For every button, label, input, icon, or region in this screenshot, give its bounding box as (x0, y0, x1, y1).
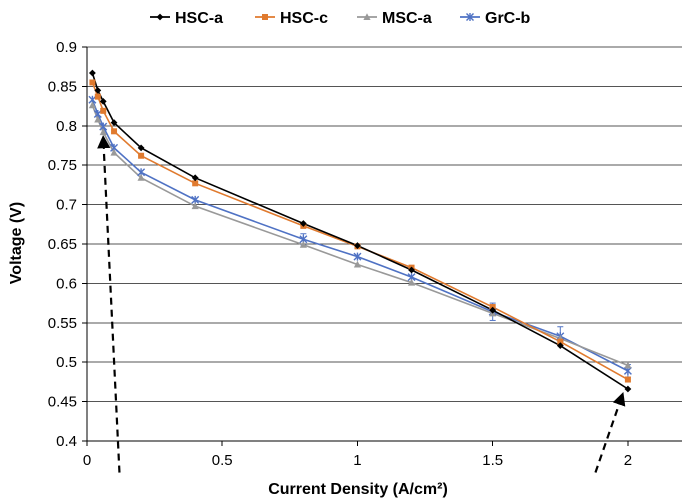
legend-label-hsc-c: HSC-c (280, 10, 328, 27)
point-msc-a (299, 240, 307, 248)
x-tick-label: 0.5 (212, 452, 233, 469)
point-hsc-c (557, 338, 564, 345)
legend: HSC-a HSC-c MSC-a GrC-b (150, 10, 531, 27)
y-tick-label: 0.75 (48, 157, 77, 174)
grid-lines (87, 46, 682, 442)
point-msc-a (191, 202, 199, 210)
y-tick-label: 0.45 (48, 394, 77, 411)
y-tick-label: 0.9 (56, 39, 77, 56)
point-hsc-c (94, 93, 101, 100)
annotation-arrow (97, 134, 121, 473)
x-axis-title: Current Density (A/cm²) (268, 481, 448, 498)
point-hsc-a (408, 266, 415, 274)
point-hsc-a (89, 69, 96, 77)
legend-marker-hsc-c (262, 14, 268, 20)
y-tick-label: 0.6 (56, 275, 77, 292)
point-hsc-c (138, 152, 145, 159)
series-line-msc-a (91, 105, 629, 367)
point-hsc-a (624, 385, 632, 393)
point-msc-a (110, 148, 118, 156)
point-hsc-a (99, 97, 107, 105)
point-hsc-c (89, 79, 96, 86)
point-hsc-a (354, 242, 361, 249)
point-hsc-c (111, 128, 118, 135)
x-tick-label: 0 (83, 452, 91, 469)
point-hsc-a (110, 119, 118, 127)
series-lines (91, 72, 629, 390)
point-msc-a (99, 128, 107, 136)
point-msc-a (624, 361, 632, 369)
point-hsc-c (624, 376, 631, 383)
point-grc-b (353, 252, 362, 261)
point-hsc-a (489, 306, 497, 314)
legend-marker-grc-b (466, 13, 474, 21)
annotation-arrows (97, 134, 626, 473)
x-tick-label: 1.5 (482, 452, 503, 469)
series-line-grc-b (91, 99, 629, 372)
y-tick-label: 0.8 (56, 118, 77, 135)
point-hsc-c (100, 107, 107, 114)
annotation-arrow (594, 392, 626, 473)
point-msc-a (137, 174, 145, 181)
legend-marker-hsc-a (156, 13, 164, 21)
y-tick-label: 0.7 (56, 197, 77, 214)
legend-label-msc-a: MSC-a (382, 10, 432, 27)
y-tick-label: 0.65 (48, 236, 77, 253)
point-msc-a (407, 278, 416, 286)
point-msc-a (353, 260, 362, 268)
y-tick-label: 0.55 (48, 315, 77, 332)
y-tick-label: 0.5 (56, 354, 77, 371)
series-line-hsc-a (91, 72, 629, 390)
legend-marker-msc-a (363, 13, 371, 20)
point-hsc-a (137, 144, 145, 152)
point-hsc-a (191, 174, 199, 182)
point-hsc-a (556, 342, 564, 350)
error-bars (300, 233, 631, 378)
point-msc-a (88, 101, 97, 109)
y-axis-title: Voltage (V) (8, 202, 25, 284)
series-markers (88, 69, 632, 393)
legend-label-grc-b: GrC-b (485, 10, 531, 27)
point-hsc-c (192, 180, 199, 187)
point-msc-a (94, 115, 102, 123)
legend-label-hsc-a: HSC-a (175, 10, 223, 27)
point-hsc-a (299, 220, 307, 227)
y-tick-label: 0.4 (56, 433, 77, 450)
x-tick-label: 1 (353, 452, 361, 469)
y-tick-label: 0.85 (48, 78, 77, 95)
point-hsc-a (94, 86, 102, 94)
y-axis: 0.4 0.45 0.5 0.55 0.6 0.65 0.7 0.75 0.8 0.85 0.9 (48, 39, 88, 450)
x-tick-label: 2 (624, 452, 632, 469)
series-line-hsc-c (91, 82, 629, 381)
x-axis: 0 0.5 1 1.5 2 (83, 441, 632, 469)
